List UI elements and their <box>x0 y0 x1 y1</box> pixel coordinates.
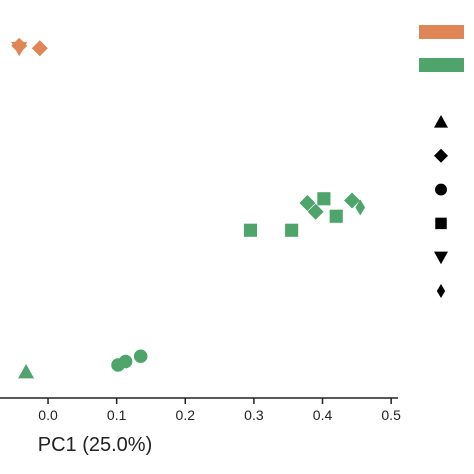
x-tick-label: 0.3 <box>244 407 264 423</box>
legend-marker-square <box>435 217 447 230</box>
legend-marker-diamond <box>434 148 448 163</box>
legend-color-swatch <box>419 25 464 39</box>
data-point-diamond <box>344 192 361 209</box>
x-tick-label: 0.2 <box>176 407 196 423</box>
data-point-triangle-up <box>18 364 35 379</box>
legend-marker-circle <box>435 183 447 196</box>
plot-area <box>11 37 366 379</box>
legend-marker-triangle-down <box>434 251 448 265</box>
x-axis-title: PC1 (25.0%) <box>38 434 153 456</box>
data-point-diamond <box>31 40 48 57</box>
data-point-square <box>317 192 331 206</box>
legend-marker-thin-diamond <box>436 284 446 298</box>
x-tick-label: 0.5 <box>381 407 401 423</box>
legend-color-swatch <box>419 58 464 72</box>
data-point-circle <box>133 349 148 364</box>
x-tick-label: 0.1 <box>107 407 127 423</box>
data-point-diamond <box>11 37 28 54</box>
data-point-thin-diamond <box>355 199 366 216</box>
data-point-diamond <box>307 203 324 220</box>
data-point-circle <box>118 354 133 369</box>
x-tick-label: 0.4 <box>313 407 333 423</box>
data-point-square <box>285 223 299 237</box>
data-point-diamond <box>299 194 316 211</box>
legend <box>419 25 464 298</box>
x-tick-label: 0.0 <box>38 407 58 423</box>
legend-marker-triangle-up <box>434 115 448 128</box>
x-axis-ticks: 0.0 0.1 0.2 0.3 0.4 0.5 <box>38 398 401 423</box>
data-point-square <box>243 223 258 237</box>
data-point-square <box>329 209 343 223</box>
